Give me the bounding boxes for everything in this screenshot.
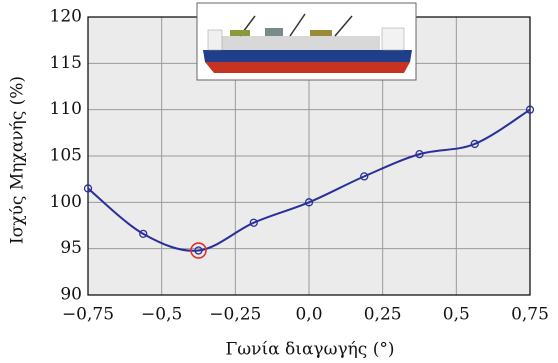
y-tick-label: 100 bbox=[50, 192, 82, 212]
x-axis-label: Γωνία διαγωγής (°) bbox=[226, 340, 395, 360]
x-tick-label: −0,75 bbox=[62, 305, 114, 325]
x-tick-label: 0,5 bbox=[443, 305, 470, 325]
x-tick-label: −0,25 bbox=[209, 305, 261, 325]
x-tick-label: 0,75 bbox=[511, 305, 549, 325]
x-tick-label: 0,0 bbox=[295, 305, 322, 325]
x-tick-label: 0,25 bbox=[364, 305, 402, 325]
ship-image bbox=[197, 3, 416, 80]
y-tick-label: 90 bbox=[60, 285, 82, 305]
chart: 90 95 100 105 110 115 120 −0,75 −0,5 −0,25 0,0 0,25… bbox=[0, 0, 558, 363]
y-tick-label: 95 bbox=[60, 238, 82, 258]
y-tick-label: 105 bbox=[50, 146, 82, 166]
x-tick-label: −0,5 bbox=[141, 305, 182, 325]
y-tick-label: 115 bbox=[50, 53, 82, 73]
y-tick-label: 120 bbox=[50, 7, 82, 27]
y-axis-label: Ισχύς Μηχανής (%) bbox=[8, 76, 28, 244]
y-tick-label: 110 bbox=[50, 99, 82, 119]
